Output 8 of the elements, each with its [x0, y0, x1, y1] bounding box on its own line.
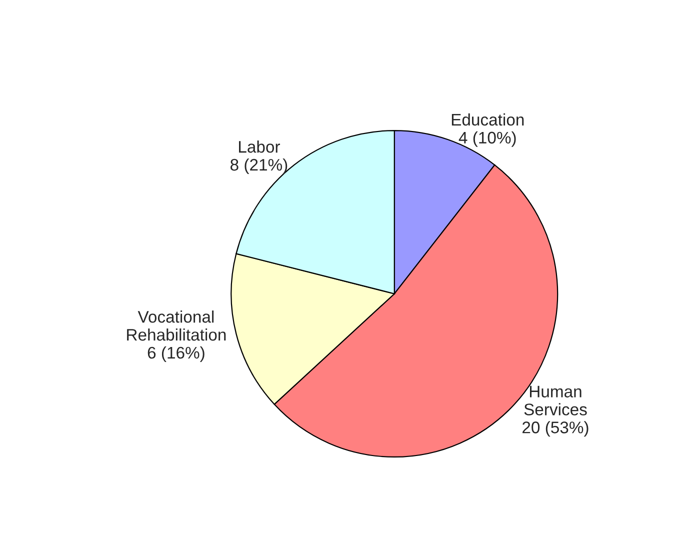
data-label: 4 (10%) [458, 131, 516, 147]
data-label: 20 (53%) [522, 421, 588, 437]
data-label: 6 (16%) [148, 346, 204, 362]
data-label: 8 (21%) [230, 158, 288, 174]
slice-label: Human Services [524, 386, 587, 416]
slice-label: Labor [239, 140, 280, 153]
slice-label: Vocational Rehabilitation [127, 310, 226, 341]
slice-label: Education [452, 113, 524, 126]
